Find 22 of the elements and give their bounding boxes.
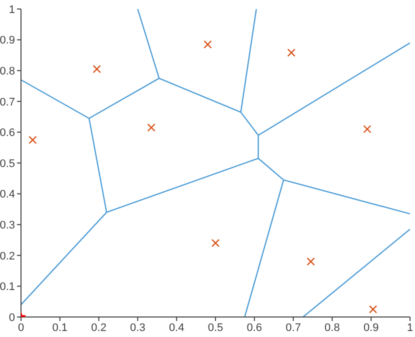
x-tick-label: 0.6 bbox=[246, 322, 262, 334]
y-tick-label: 0.8 bbox=[0, 66, 15, 78]
y-tick-label: 0.2 bbox=[0, 250, 15, 262]
x-tick-label: 0.9 bbox=[363, 322, 379, 334]
x-tick-label: 0.2 bbox=[91, 322, 106, 334]
y-tick-label: 0.7 bbox=[0, 96, 15, 108]
x-tick-label: 0.8 bbox=[324, 322, 340, 334]
y-tick-label: 0.1 bbox=[0, 281, 15, 294]
x-tick-label: 0.5 bbox=[208, 322, 224, 334]
y-tick-label: 0.5 bbox=[0, 158, 15, 170]
x-tick-label: 0.3 bbox=[130, 322, 146, 334]
y-tick-label: 0.9 bbox=[0, 34, 15, 47]
x-tick-label: 0 bbox=[18, 322, 24, 334]
x-tick-label: 1 bbox=[406, 322, 414, 334]
y-tick-label: 0 bbox=[8, 312, 15, 324]
x-tick-label: 0.4 bbox=[168, 322, 184, 334]
y-tick-label: 0.6 bbox=[0, 127, 15, 140]
y-tick-label: 1 bbox=[8, 4, 15, 16]
y-tick-label: 0.3 bbox=[0, 220, 15, 232]
x-tick-label: 0.7 bbox=[286, 322, 301, 334]
x-tick-label: 0.1 bbox=[52, 322, 68, 334]
y-tick-label: 0.4 bbox=[0, 188, 15, 201]
